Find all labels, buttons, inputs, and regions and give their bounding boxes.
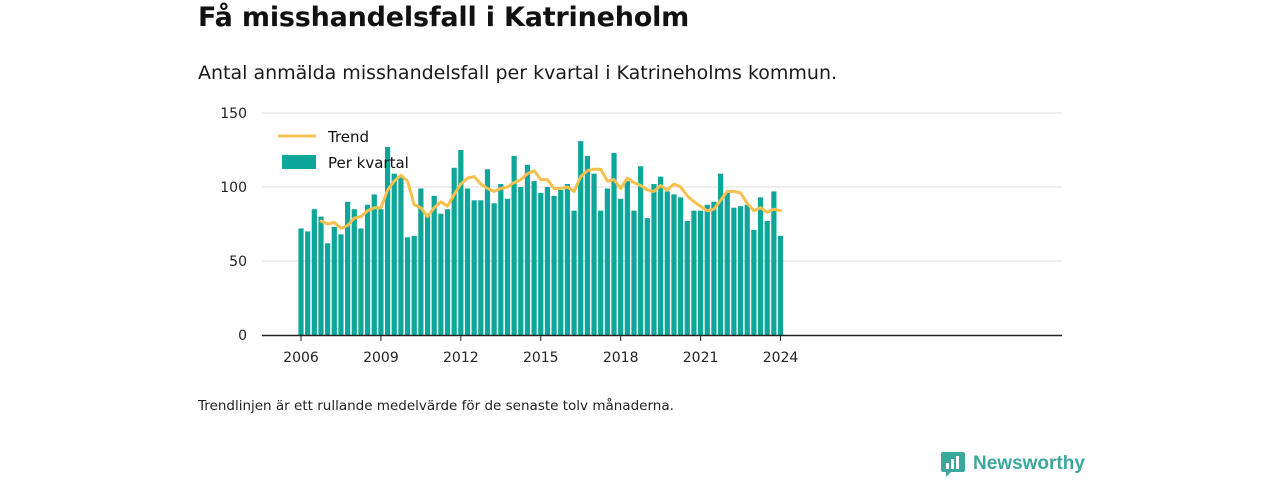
bar	[664, 191, 670, 335]
bar	[638, 166, 644, 335]
bar	[771, 191, 777, 335]
bar	[351, 209, 357, 335]
legend-trend-label: Trend	[327, 128, 369, 146]
bar	[558, 189, 564, 335]
bar	[444, 209, 451, 335]
bar	[678, 197, 684, 335]
bar	[331, 226, 337, 335]
x-tick-label: 2018	[603, 350, 639, 366]
bar	[458, 150, 464, 335]
bar	[424, 213, 431, 335]
bar	[551, 195, 557, 335]
bar	[611, 152, 617, 335]
y-tick-label: 0	[238, 328, 247, 344]
bar-series	[298, 141, 784, 335]
bar	[504, 198, 511, 335]
bar	[318, 216, 324, 335]
y-tick-label: 50	[229, 254, 247, 270]
bar	[671, 194, 677, 335]
chart-subtitle: Antal anmälda misshandelsfall per kvarta…	[198, 62, 838, 84]
bar	[498, 184, 504, 335]
brand-name: Newsworthy	[973, 453, 1085, 474]
bar	[658, 176, 664, 335]
x-tick-label: 2021	[683, 350, 719, 366]
bar	[471, 200, 477, 335]
x-tick-label: 2009	[363, 350, 399, 366]
bar	[691, 210, 697, 335]
bar	[391, 173, 397, 335]
bar	[531, 181, 537, 335]
x-tick-label: 2006	[283, 350, 319, 366]
bar	[618, 198, 624, 335]
trend-line	[319, 167, 782, 230]
bar	[764, 221, 770, 335]
bar	[598, 210, 604, 335]
y-tick-label: 150	[220, 106, 247, 122]
bar	[684, 221, 690, 335]
bar	[651, 184, 657, 335]
bar	[757, 197, 764, 335]
axes: 0 50 100 150 2006 2009 2012 2015 2018 2021 2024	[220, 106, 1062, 366]
bar	[438, 213, 444, 335]
bar	[644, 218, 650, 335]
bar	[737, 206, 744, 335]
bar	[484, 169, 491, 335]
bar	[584, 155, 590, 335]
bar	[571, 210, 577, 335]
bar	[378, 209, 384, 335]
bar	[404, 237, 411, 335]
bar	[631, 210, 637, 335]
bar	[411, 235, 417, 335]
bar	[717, 173, 724, 335]
bar	[524, 164, 531, 335]
bar	[431, 195, 437, 335]
bar	[371, 194, 377, 335]
bar	[751, 229, 757, 335]
bar	[384, 147, 391, 335]
bar	[478, 200, 484, 335]
bar	[338, 234, 344, 335]
legend-bars-swatch	[282, 155, 316, 169]
bar	[624, 181, 630, 335]
newsworthy-logo-icon	[941, 452, 965, 477]
bar	[311, 209, 317, 335]
bar	[451, 167, 457, 335]
bar	[325, 243, 331, 335]
bar	[358, 228, 364, 335]
bar	[491, 203, 497, 335]
bar	[365, 204, 371, 335]
bar	[518, 187, 524, 335]
bar	[298, 228, 304, 335]
bar	[345, 201, 351, 335]
bar	[731, 207, 737, 335]
legend: Trend Per kvartal	[278, 128, 409, 172]
bar	[704, 204, 710, 335]
bar	[564, 184, 570, 335]
bar	[698, 210, 704, 335]
x-tick-label: 2012	[443, 350, 479, 366]
bar	[711, 201, 717, 335]
bar	[604, 188, 610, 335]
bar	[724, 192, 730, 335]
bar	[744, 204, 750, 335]
bar	[418, 188, 424, 335]
bar	[777, 235, 784, 335]
bar	[511, 155, 517, 335]
x-tick-label: 2024	[763, 350, 799, 366]
y-tick-label: 100	[220, 180, 247, 196]
brand[interactable]: Newsworthy	[940, 450, 1085, 478]
bar	[578, 141, 584, 335]
bar	[398, 176, 404, 335]
footnote: Trendlinjen är ett rullande medelvärde f…	[198, 398, 674, 414]
chart-title: Få misshandelsfall i Katrineholm	[198, 2, 690, 33]
bar	[305, 231, 311, 335]
bar	[538, 192, 544, 335]
legend-bars-label: Per kvartal	[328, 154, 409, 172]
bar	[591, 173, 597, 335]
x-tick-label: 2015	[523, 350, 559, 366]
bar	[544, 187, 551, 335]
bar	[464, 188, 471, 335]
